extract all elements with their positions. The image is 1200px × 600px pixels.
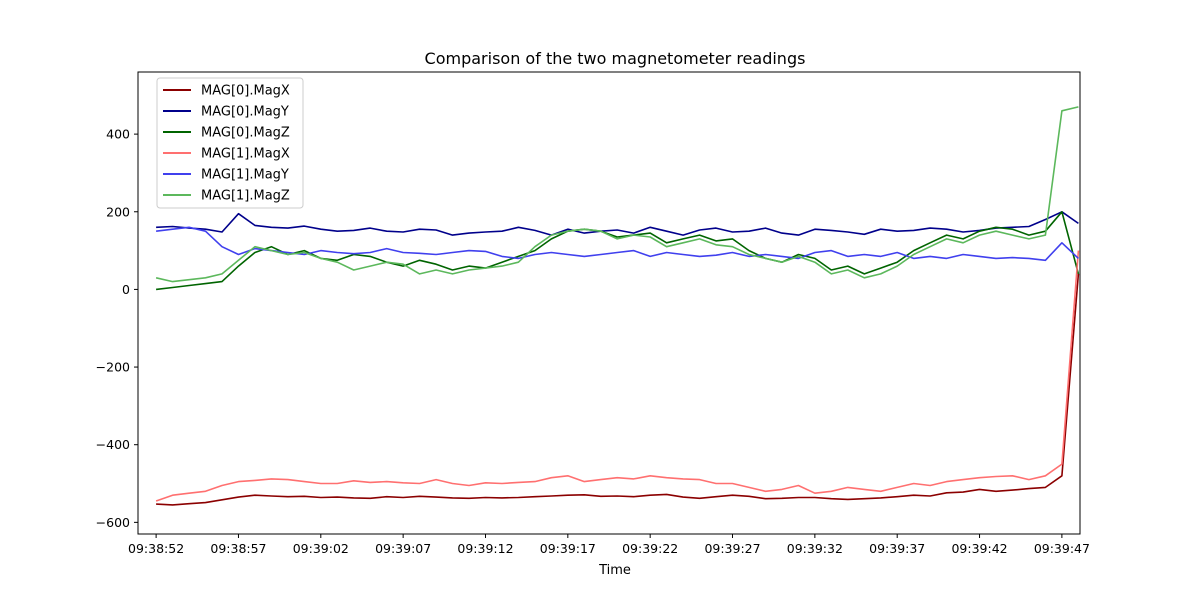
series-line-0 <box>156 273 1080 506</box>
y-tick-label: −200 <box>96 360 130 375</box>
x-tick-label: 09:39:32 <box>787 541 843 556</box>
x-tick-label: 09:39:37 <box>869 541 925 556</box>
x-tick-label: 09:39:12 <box>457 541 513 556</box>
x-tick-label: 09:39:02 <box>293 541 349 556</box>
plot-frame <box>137 71 1081 535</box>
x-axis: 09:38:52 09:38:57 09:39:02 09:39:07 09:39:12… <box>128 534 1090 556</box>
x-axis-label: Time <box>598 563 631 578</box>
x-tick-label: 09:39:27 <box>704 541 760 556</box>
y-tick-label: −600 <box>96 515 130 530</box>
y-tick-label: −400 <box>96 437 130 452</box>
series-line-5 <box>155 106 1079 283</box>
x-tick-label: 09:39:07 <box>375 541 431 556</box>
legend-label-2: MAG[0].MagZ <box>201 126 290 141</box>
legend-label-5: MAG[1].MagZ <box>201 189 290 204</box>
legend-label-4: MAG[1].MagY <box>201 168 289 183</box>
plot-area <box>155 106 1080 506</box>
series-line-3 <box>155 250 1080 502</box>
y-tick-label: 0 <box>122 282 130 297</box>
x-tick-label: 09:39:42 <box>951 541 1007 556</box>
x-tick-label: 09:39:47 <box>1034 541 1090 556</box>
legend-label-0: MAG[0].MagX <box>201 84 290 99</box>
y-axis: −600 −400 −200 0 200 400 <box>96 127 138 530</box>
x-tick-label: 09:39:22 <box>622 541 678 556</box>
legend-box <box>156 77 304 209</box>
legend-label-3: MAG[1].MagX <box>201 147 290 162</box>
legend-label-1: MAG[0].MagY <box>201 105 289 120</box>
x-tick-label: 09:38:52 <box>128 541 184 556</box>
x-tick-label: 09:39:17 <box>540 541 596 556</box>
series-line-1 <box>156 211 1079 236</box>
y-tick-label: 400 <box>106 127 130 142</box>
series-line-4 <box>156 226 1079 262</box>
x-tick-label: 09:38:57 <box>210 541 266 556</box>
chart-title: Comparison of the two magnetometer readi… <box>425 49 806 68</box>
legend: MAG[0].MagX MAG[0].MagY MAG[0].MagZ MAG[1].… <box>156 77 304 209</box>
y-tick-label: 200 <box>106 204 130 219</box>
